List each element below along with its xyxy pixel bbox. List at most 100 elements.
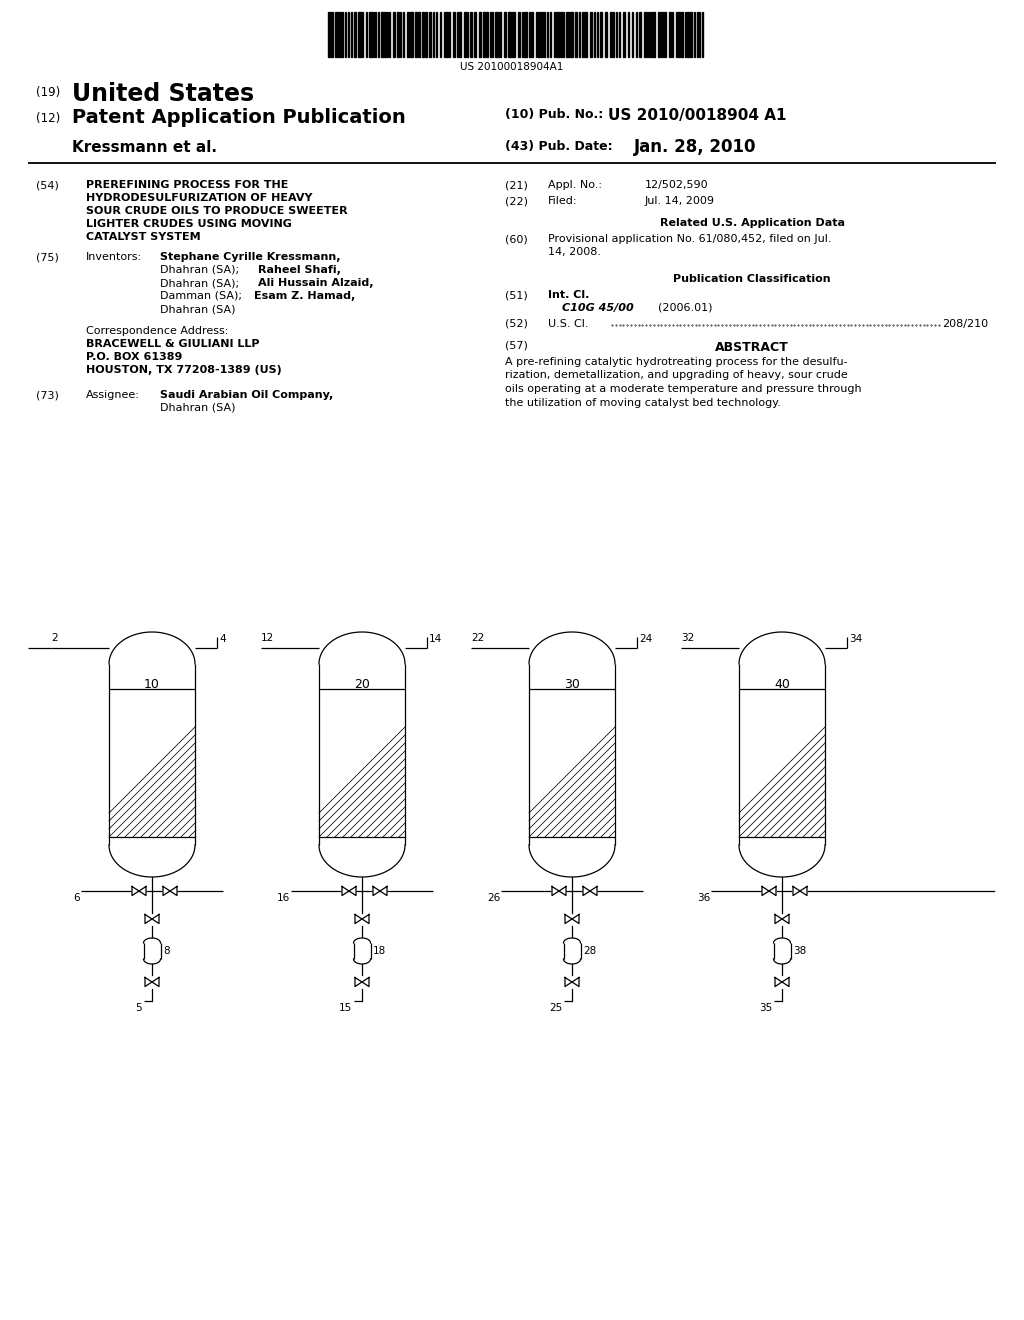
Text: 32: 32	[681, 634, 694, 643]
Text: 14: 14	[429, 634, 442, 644]
Text: 18: 18	[373, 946, 386, 956]
Text: (22): (22)	[505, 195, 528, 206]
Text: Dhahran (SA): Dhahran (SA)	[160, 403, 236, 413]
Text: 15: 15	[339, 1003, 352, 1012]
Polygon shape	[559, 887, 566, 895]
Polygon shape	[349, 887, 356, 895]
Text: Jan. 28, 2010: Jan. 28, 2010	[634, 139, 757, 156]
Text: 5: 5	[135, 1003, 142, 1012]
Bar	[639, 12, 641, 57]
Bar	[541, 12, 543, 57]
Bar	[410, 12, 413, 57]
Text: Stephane Cyrille Kressmann,: Stephane Cyrille Kressmann,	[160, 252, 341, 261]
Text: Jul. 14, 2009: Jul. 14, 2009	[645, 195, 715, 206]
Text: Kressmann et al.: Kressmann et al.	[72, 140, 217, 154]
Text: US 20100018904A1: US 20100018904A1	[461, 62, 563, 73]
Text: Publication Classification: Publication Classification	[673, 275, 830, 284]
Bar	[483, 12, 485, 57]
Polygon shape	[769, 887, 776, 895]
Text: United States: United States	[72, 82, 254, 106]
Text: (60): (60)	[505, 234, 527, 244]
Bar	[381, 12, 383, 57]
Polygon shape	[572, 977, 579, 986]
Polygon shape	[552, 887, 559, 895]
Bar	[600, 12, 602, 57]
Polygon shape	[170, 887, 177, 895]
Text: Esam Z. Hamad,: Esam Z. Hamad,	[254, 290, 355, 301]
Bar	[504, 12, 506, 57]
Polygon shape	[565, 977, 572, 986]
Text: US 2010/0018904 A1: US 2010/0018904 A1	[608, 108, 786, 123]
Polygon shape	[793, 887, 800, 895]
Text: Filed:: Filed:	[548, 195, 578, 206]
Polygon shape	[590, 887, 597, 895]
Bar	[529, 12, 531, 57]
Text: 28: 28	[583, 946, 596, 956]
Text: A pre-refining catalytic hydrotreating process for the desulfu-: A pre-refining catalytic hydrotreating p…	[505, 356, 848, 367]
Bar	[687, 12, 689, 57]
Bar	[354, 12, 356, 57]
Text: HYDRODESULFURIZATION OF HEAVY: HYDRODESULFURIZATION OF HEAVY	[86, 193, 312, 203]
Text: 25: 25	[549, 1003, 562, 1012]
Bar	[590, 12, 592, 57]
Polygon shape	[782, 915, 790, 924]
Text: Related U.S. Application Data: Related U.S. Application Data	[659, 218, 845, 228]
Polygon shape	[342, 887, 349, 895]
Text: (54): (54)	[36, 180, 58, 190]
Bar	[605, 12, 607, 57]
Text: P.O. BOX 61389: P.O. BOX 61389	[86, 352, 182, 362]
Bar	[612, 12, 614, 57]
Polygon shape	[132, 887, 139, 895]
Bar	[690, 12, 692, 57]
Bar	[508, 12, 511, 57]
Bar	[681, 12, 683, 57]
Bar	[369, 12, 372, 57]
Bar	[415, 12, 417, 57]
Text: Dhahran (SA): Dhahran (SA)	[160, 304, 236, 314]
Bar	[652, 12, 655, 57]
Text: C10G 45/00: C10G 45/00	[562, 304, 634, 313]
Polygon shape	[800, 887, 807, 895]
Bar	[331, 12, 333, 57]
Text: 208/210: 208/210	[942, 319, 988, 329]
Bar	[495, 12, 498, 57]
Bar	[425, 12, 427, 57]
Polygon shape	[373, 887, 380, 895]
Bar	[429, 12, 431, 57]
Polygon shape	[572, 915, 579, 924]
Bar	[512, 12, 515, 57]
Bar	[328, 12, 330, 57]
Text: (12): (12)	[36, 112, 60, 125]
Text: HOUSTON, TX 77208-1389 (US): HOUSTON, TX 77208-1389 (US)	[86, 366, 282, 375]
Text: 24: 24	[639, 634, 652, 644]
Polygon shape	[775, 977, 782, 986]
Text: SOUR CRUDE OILS TO PRODUCE SWEETER: SOUR CRUDE OILS TO PRODUCE SWEETER	[86, 206, 347, 216]
Bar	[556, 12, 559, 57]
Text: 12/502,590: 12/502,590	[645, 180, 709, 190]
Bar	[678, 12, 680, 57]
Bar	[669, 12, 671, 57]
Text: 16: 16	[276, 894, 290, 903]
Bar	[384, 12, 386, 57]
Text: 40: 40	[774, 678, 790, 690]
Text: oils operating at a moderate temperature and pressure through: oils operating at a moderate temperature…	[505, 384, 861, 393]
Text: 22: 22	[471, 634, 484, 643]
Text: Correspondence Address:: Correspondence Address:	[86, 326, 228, 337]
Bar	[407, 12, 409, 57]
Bar	[397, 12, 399, 57]
Text: Ali Hussain Alzaid,: Ali Hussain Alzaid,	[258, 279, 374, 288]
Bar	[623, 12, 625, 57]
Text: 6: 6	[74, 894, 80, 903]
Text: 2: 2	[51, 634, 57, 643]
Bar	[459, 12, 461, 57]
Polygon shape	[152, 915, 159, 924]
Bar	[486, 12, 488, 57]
Text: Assignee:: Assignee:	[86, 389, 140, 400]
Bar	[418, 12, 420, 57]
Text: CATALYST SYSTEM: CATALYST SYSTEM	[86, 232, 201, 242]
Text: 38: 38	[793, 946, 806, 956]
Polygon shape	[163, 887, 170, 895]
Bar	[570, 12, 573, 57]
Bar	[566, 12, 569, 57]
Bar	[499, 12, 501, 57]
